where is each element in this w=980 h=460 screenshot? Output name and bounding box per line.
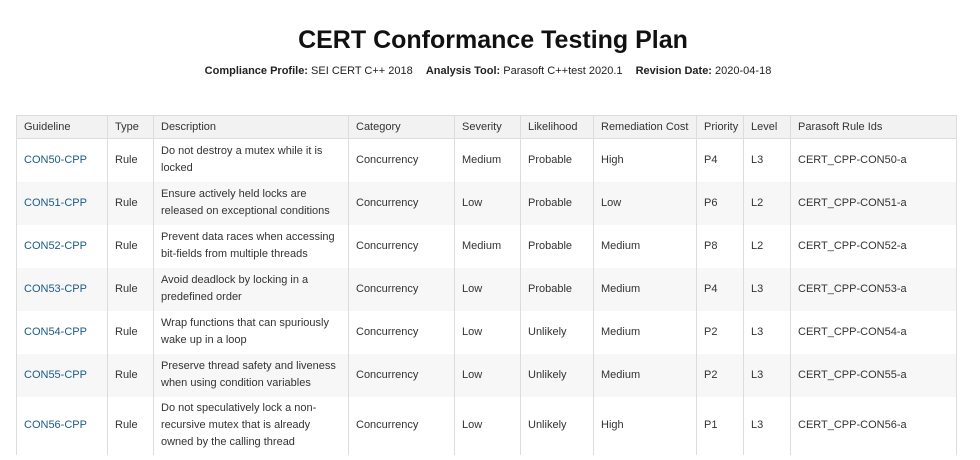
rule-ids-cell: CERT_CPP-CON51-a: [790, 181, 957, 225]
severity-cell: Medium: [454, 224, 521, 268]
category-cell: Concurrency: [348, 396, 455, 455]
severity-cell: Low: [454, 396, 521, 455]
description-cell: Preserve thread safety and liveness when…: [153, 353, 349, 397]
severity-cell: Low: [454, 181, 521, 225]
type-cell: Rule: [107, 396, 154, 455]
level-cell: L2: [743, 181, 791, 225]
guideline-link[interactable]: CON50-CPP: [16, 138, 108, 182]
remediation-cost-cell: High: [593, 138, 697, 182]
level-cell: L3: [743, 310, 791, 354]
description-cell: Wrap functions that can spuriously wake …: [153, 310, 349, 354]
page-title: CERT Conformance Testing Plan: [298, 26, 688, 54]
header-likelihood[interactable]: Likelihood: [520, 115, 594, 139]
profile-label: Compliance Profile:: [204, 65, 308, 77]
guideline-link[interactable]: CON53-CPP: [16, 267, 108, 311]
table-row: CON51-CPP Rule Ensure actively held lock…: [16, 181, 957, 225]
level-cell: L2: [743, 224, 791, 268]
likelihood-cell: Unlikely: [520, 396, 594, 455]
type-cell: Rule: [107, 353, 154, 397]
likelihood-cell: Probable: [520, 181, 594, 225]
priority-cell: P2: [696, 353, 744, 397]
table-row: CON56-CPP Rule Do not speculatively lock…: [16, 396, 957, 455]
level-cell: L3: [743, 138, 791, 182]
table-container: Guideline Type Description Category Seve…: [16, 115, 957, 455]
level-cell: L3: [743, 396, 791, 455]
guideline-link[interactable]: CON51-CPP: [16, 181, 108, 225]
date-value: 2020-04-18: [715, 65, 772, 77]
header-type[interactable]: Type: [107, 115, 154, 139]
remediation-cost-cell: Medium: [593, 224, 697, 268]
severity-cell: Medium: [454, 138, 521, 182]
priority-cell: P6: [696, 181, 744, 225]
likelihood-cell: Probable: [520, 267, 594, 311]
category-cell: Concurrency: [348, 310, 455, 354]
header-description[interactable]: Description: [153, 115, 349, 139]
tool-value: Parasoft C++test 2020.1: [503, 65, 623, 77]
level-cell: L3: [743, 353, 791, 397]
likelihood-cell: Unlikely: [520, 353, 594, 397]
likelihood-cell: Probable: [520, 138, 594, 182]
table-row: CON52-CPP Rule Prevent data races when a…: [16, 224, 957, 268]
type-cell: Rule: [107, 267, 154, 311]
rule-ids-cell: CERT_CPP-CON55-a: [790, 353, 957, 397]
category-cell: Concurrency: [348, 138, 455, 182]
table-row: CON50-CPP Rule Do not destroy a mutex wh…: [16, 138, 957, 182]
category-cell: Concurrency: [348, 181, 455, 225]
type-cell: Rule: [107, 181, 154, 225]
remediation-cost-cell: Medium: [593, 353, 697, 397]
table-row: CON55-CPP Rule Preserve thread safety an…: [16, 353, 957, 397]
priority-cell: P4: [696, 138, 744, 182]
remediation-cost-cell: Low: [593, 181, 697, 225]
profile-value: SEI CERT C++ 2018: [311, 65, 413, 77]
header-level[interactable]: Level: [743, 115, 791, 139]
type-cell: Rule: [107, 310, 154, 354]
rule-ids-cell: CERT_CPP-CON52-a: [790, 224, 957, 268]
remediation-cost-cell: Medium: [593, 267, 697, 311]
header-remediation-cost[interactable]: Remediation Cost: [593, 115, 697, 139]
severity-cell: Low: [454, 353, 521, 397]
description-cell: Prevent data races when accessing bit-fi…: [153, 224, 349, 268]
rule-ids-cell: CERT_CPP-CON53-a: [790, 267, 957, 311]
likelihood-cell: Unlikely: [520, 310, 594, 354]
type-cell: Rule: [107, 138, 154, 182]
header-priority[interactable]: Priority: [696, 115, 744, 139]
description-cell: Avoid deadlock by locking in a predefine…: [153, 267, 349, 311]
rule-ids-cell: CERT_CPP-CON56-a: [790, 396, 957, 455]
guideline-link[interactable]: CON56-CPP: [16, 396, 108, 455]
conformance-table: Guideline Type Description Category Seve…: [16, 115, 957, 455]
priority-cell: P4: [696, 267, 744, 311]
guideline-link[interactable]: CON55-CPP: [16, 353, 108, 397]
plan-metadata: Compliance Profile: SEI CERT C++ 2018 An…: [0, 65, 976, 77]
type-cell: Rule: [107, 224, 154, 268]
category-cell: Concurrency: [348, 224, 455, 268]
header-severity[interactable]: Severity: [454, 115, 521, 139]
header-rule-ids[interactable]: Parasoft Rule Ids: [790, 115, 957, 139]
priority-cell: P2: [696, 310, 744, 354]
likelihood-cell: Probable: [520, 224, 594, 268]
table-row: CON53-CPP Rule Avoid deadlock by locking…: [16, 267, 957, 311]
rule-ids-cell: CERT_CPP-CON54-a: [790, 310, 957, 354]
category-cell: Concurrency: [348, 353, 455, 397]
rule-ids-cell: CERT_CPP-CON50-a: [790, 138, 957, 182]
severity-cell: Low: [454, 267, 521, 311]
header-guideline[interactable]: Guideline: [16, 115, 108, 139]
header-category[interactable]: Category: [348, 115, 455, 139]
description-cell: Do not destroy a mutex while it is locke…: [153, 138, 349, 182]
severity-cell: Low: [454, 310, 521, 354]
guideline-link[interactable]: CON54-CPP: [16, 310, 108, 354]
priority-cell: P8: [696, 224, 744, 268]
category-cell: Concurrency: [348, 267, 455, 311]
header-row: Guideline Type Description Category Seve…: [16, 115, 957, 139]
guideline-link[interactable]: CON52-CPP: [16, 224, 108, 268]
date-label: Revision Date:: [635, 65, 712, 77]
description-cell: Ensure actively held locks are released …: [153, 181, 349, 225]
level-cell: L3: [743, 267, 791, 311]
remediation-cost-cell: Medium: [593, 310, 697, 354]
tool-label: Analysis Tool:: [425, 65, 501, 77]
table-row: CON54-CPP Rule Wrap functions that can s…: [16, 310, 957, 354]
remediation-cost-cell: High: [593, 396, 697, 455]
description-cell: Do not speculatively lock a non-recursiv…: [153, 396, 349, 455]
priority-cell: P1: [696, 396, 744, 455]
